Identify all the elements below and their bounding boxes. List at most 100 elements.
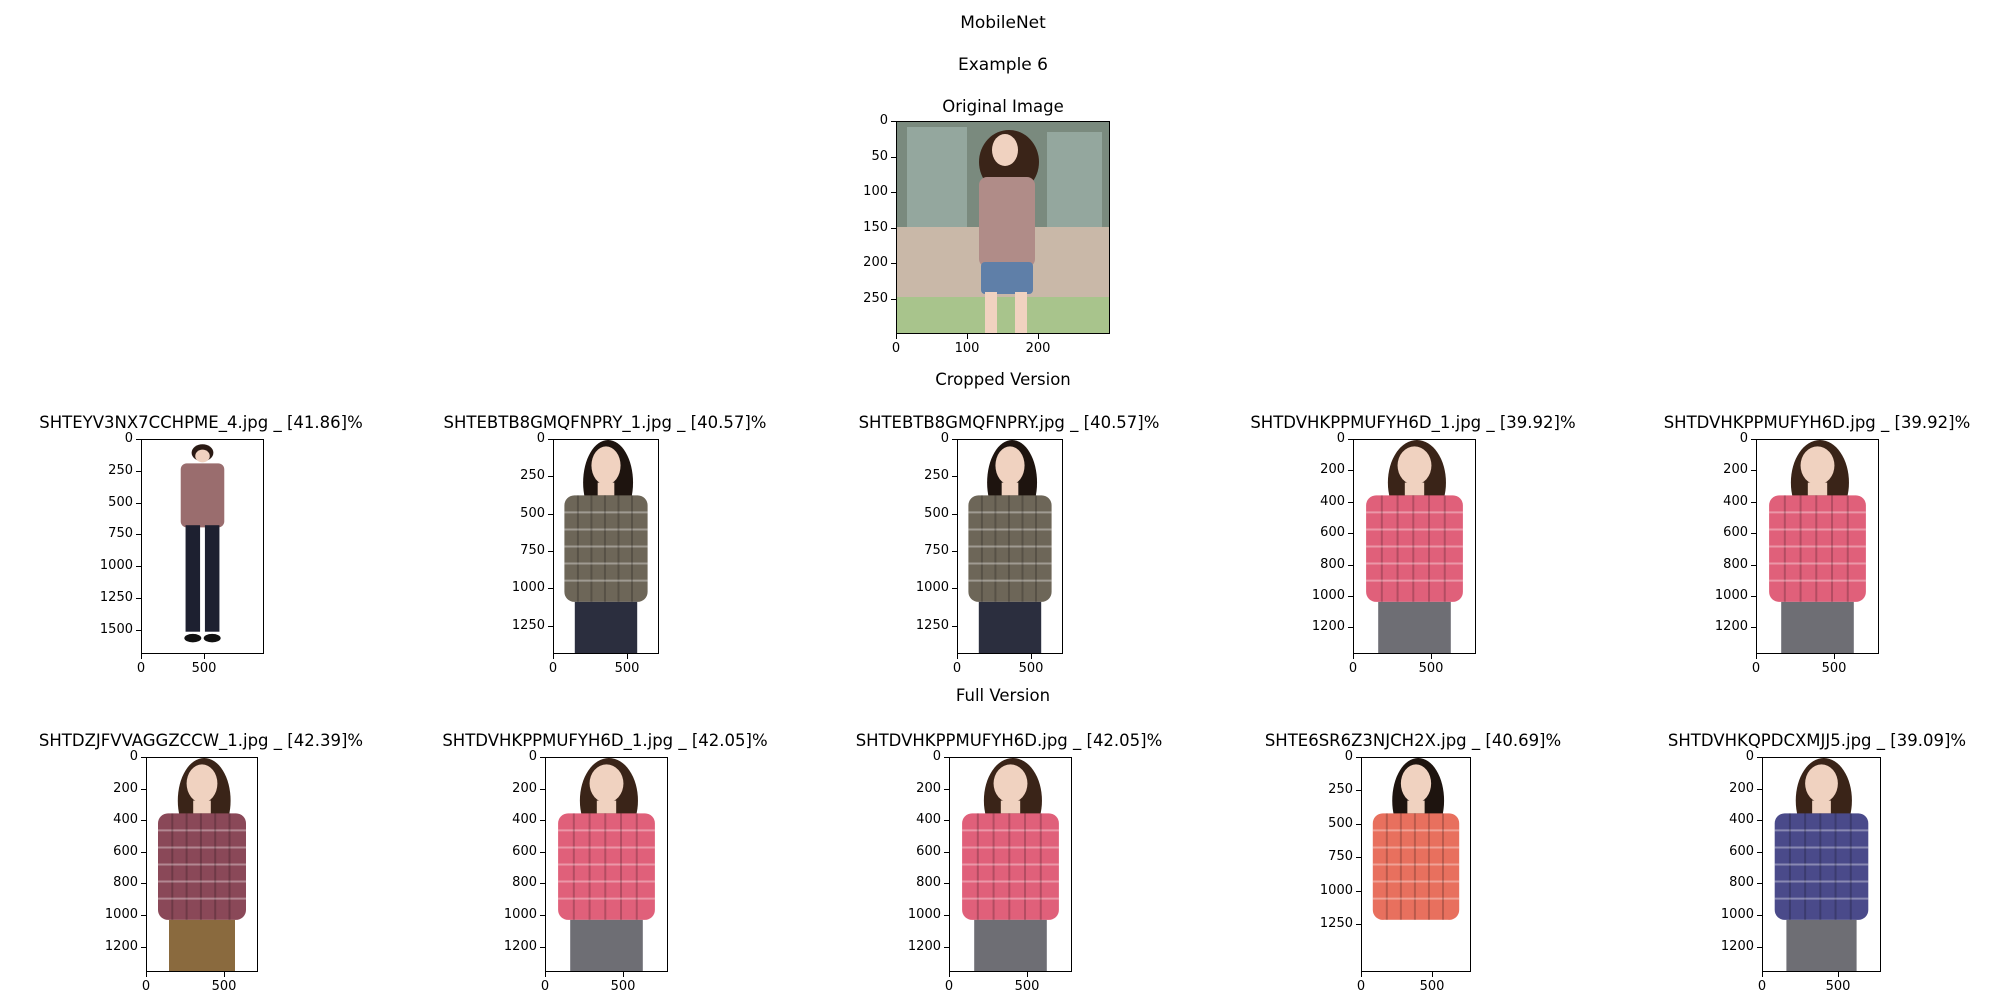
full-result-x-tick (1838, 972, 1839, 977)
neck-shape (597, 482, 615, 496)
cropped-result-y-tick-label: 750 (924, 542, 949, 558)
full-result-y-tick-label: 200 (113, 780, 138, 796)
full-result-y-tick (1356, 890, 1361, 892)
cropped-result-x-tick-label: 500 (614, 661, 640, 676)
cropped-result-y-tick (1348, 627, 1353, 629)
original-y-tick-label: 0 (879, 113, 888, 128)
pants-shape (570, 919, 643, 971)
full-result-y-tick-label: 0 (129, 749, 138, 764)
cropped-result-y-tick (136, 534, 141, 536)
cropped-result-image (553, 439, 659, 654)
original-x-tick (1038, 334, 1039, 339)
full-result-y-tick-label: 250 (1328, 782, 1353, 798)
full-result-image (1762, 757, 1881, 972)
shirt-shape (968, 495, 1052, 602)
example-title: Example 6 (958, 55, 1048, 75)
full-result-y-tick (1356, 823, 1361, 825)
cropped-result-x-tick (627, 654, 628, 659)
cropped-result-x-tick-label: 0 (548, 661, 558, 676)
original-y-tick (891, 263, 896, 265)
cropped-result-y-tick-label: 1000 (1714, 588, 1748, 603)
cropped-result-y-tick (952, 588, 957, 590)
shirt-shape (558, 813, 655, 920)
pants-shape (974, 919, 1047, 971)
cropped-result-title: SHTEBTB8GMQFNPRY_1.jpg _ [40.57]% (443, 413, 767, 432)
cropped-result-x-tick (1353, 654, 1354, 659)
result-photo-graphic (958, 440, 1062, 653)
cropped-result-y-tick (1348, 533, 1353, 535)
full-result-x-tick-label: 500 (610, 979, 636, 994)
cropped-result-y-tick (1751, 501, 1756, 503)
result-photo-graphic (147, 758, 257, 971)
full-result-y-tick (540, 851, 545, 853)
cropped-result-image (957, 439, 1063, 654)
full-result-y-tick-label: 1250 (1319, 916, 1353, 931)
cropped-result-y-tick-label: 1500 (99, 621, 133, 637)
cropped-result-x-tick (1834, 654, 1835, 659)
original-x-tick-label: 100 (954, 341, 980, 356)
full-result-x-tick-label: 0 (1757, 979, 1767, 994)
shirt-shape (1372, 813, 1460, 920)
cropped-version-title: Cropped Version (935, 370, 1071, 389)
original-x-tick-label: 200 (1025, 341, 1051, 356)
cropped-result-y-tick (1348, 470, 1353, 472)
cropped-result-y-tick (1348, 501, 1353, 503)
original-y-tick-label: 200 (863, 255, 888, 271)
shirt-shape (1774, 813, 1869, 920)
full-result-x-tick-label: 0 (141, 979, 151, 994)
pants-shape (574, 601, 638, 653)
cropped-result-y-tick-label: 250 (108, 462, 133, 478)
full-result-x-tick-label: 500 (211, 979, 237, 994)
full-result-image (1361, 757, 1471, 972)
full-result-y-tick-label: 800 (113, 875, 138, 891)
cropped-result-x-tick-label: 500 (1018, 661, 1044, 676)
neck-shape (596, 800, 617, 814)
cropped-result-y-tick-label: 1000 (1311, 588, 1345, 603)
cropped-result-y-tick-label: 750 (108, 526, 133, 542)
cropped-result-y-tick-label: 1250 (915, 617, 949, 633)
cropped-result-y-tick (1348, 439, 1353, 440)
full-result-y-tick-label: 0 (1344, 749, 1353, 764)
neck-shape (1000, 800, 1021, 814)
full-result-y-tick (540, 946, 545, 948)
cropped-result-y-tick (136, 566, 141, 568)
cropped-result-y-tick (952, 513, 957, 515)
cropped-result-y-tick (1751, 596, 1756, 597)
cropped-result-x-tick (1431, 654, 1432, 659)
original-photo-graphic (897, 122, 1109, 333)
cropped-result-title: SHTEBTB8GMQFNPRY.jpg _ [40.57]% (858, 413, 1160, 432)
full-result-title: SHTDZJFVVAGGZCCW_1.jpg _ [42.39]% (38, 731, 364, 750)
cropped-result-y-tick-label: 1200 (1714, 619, 1748, 635)
full-result-y-tick (540, 788, 545, 790)
full-result-y-tick-label: 500 (1328, 815, 1353, 831)
shirt-shape (1769, 495, 1866, 602)
cropped-result-y-tick (136, 598, 141, 599)
original-x-tick-label: 0 (891, 341, 901, 356)
shirt-shape (564, 495, 648, 602)
result-photo-graphic (950, 758, 1071, 971)
full-version-title: Full Version (955, 686, 1051, 705)
pants-shape (1383, 919, 1449, 971)
cropped-result-y-tick-label: 500 (924, 505, 949, 521)
full-result-x-tick (623, 972, 624, 977)
full-result-y-tick (141, 851, 146, 853)
result-photo-graphic (554, 440, 658, 653)
cropped-result-y-tick-label: 1250 (511, 617, 545, 633)
full-result-y-tick-label: 400 (916, 812, 941, 828)
full-result-y-tick-label: 0 (1745, 749, 1754, 764)
full-result-y-tick (1757, 757, 1762, 758)
original-y-tick (891, 192, 896, 194)
face-shape (1397, 446, 1432, 485)
cropped-result-y-tick-label: 750 (520, 542, 545, 558)
original-y-tick-label: 100 (863, 184, 888, 200)
full-result-y-tick-label: 600 (1729, 843, 1754, 859)
face-shape (195, 449, 210, 463)
full-result-y-tick (540, 915, 545, 916)
original-y-tick-label: 50 (871, 148, 888, 164)
cropped-result-y-tick-label: 1250 (99, 590, 133, 605)
full-result-y-tick (1757, 788, 1762, 790)
cropped-result-y-tick-label: 0 (940, 431, 949, 446)
full-result-x-tick (224, 972, 225, 977)
neck-shape (193, 800, 211, 814)
face-shape (995, 446, 1025, 485)
